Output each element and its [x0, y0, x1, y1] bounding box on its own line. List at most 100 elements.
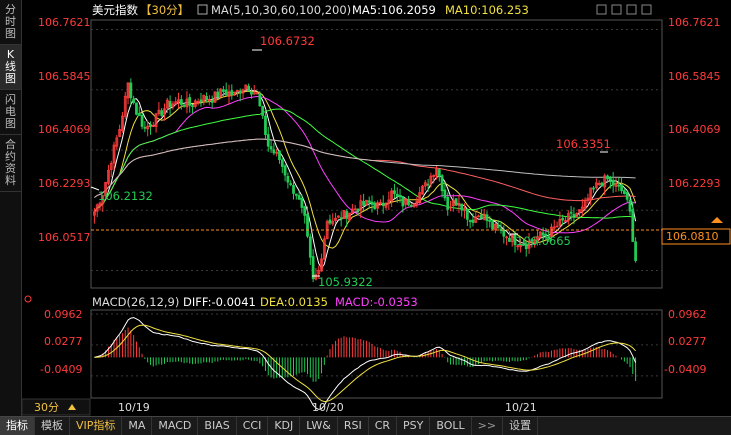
candle: [137, 113, 141, 116]
candle: [625, 191, 629, 200]
candle: [569, 211, 573, 214]
candle: [608, 177, 612, 181]
tab-6[interactable]: CCI: [237, 417, 269, 435]
price-tick: 106.5845: [668, 70, 721, 83]
tab-1[interactable]: 模板: [35, 417, 70, 435]
right-low-annotation: 106.0665: [516, 234, 571, 248]
candle: [533, 239, 537, 244]
period-button-label[interactable]: 30分: [34, 401, 59, 414]
candle: [550, 226, 553, 237]
tab-9[interactable]: RSI: [338, 417, 369, 435]
tab-0[interactable]: 指标: [0, 417, 35, 435]
candle: [485, 214, 489, 222]
tab-8[interactable]: LW&: [300, 417, 338, 435]
candle: [578, 209, 581, 213]
tab-3[interactable]: MA: [122, 417, 153, 435]
macd-frame: [90, 309, 663, 399]
candle: [308, 236, 312, 258]
candle: [165, 99, 169, 109]
tab-2[interactable]: VIP指标: [70, 417, 123, 435]
candle: [129, 82, 133, 99]
tab-5[interactable]: BIAS: [198, 417, 237, 435]
candle: [538, 231, 542, 238]
candle: [530, 239, 534, 242]
window-icon-2[interactable]: [611, 4, 622, 15]
tab-14[interactable]: 设置: [503, 417, 539, 435]
candle: [210, 100, 214, 103]
candle: [589, 187, 593, 200]
candle: [544, 233, 548, 236]
tab-12[interactable]: BOLL: [430, 417, 472, 435]
macd-settings-icon[interactable]: [24, 295, 32, 303]
candle: [505, 236, 508, 239]
candle: [191, 105, 194, 107]
tab-13[interactable]: >>: [472, 417, 504, 435]
candle: [126, 82, 130, 99]
candle: [367, 200, 371, 203]
candle: [241, 89, 245, 94]
candle: [244, 84, 248, 90]
candle: [496, 224, 500, 229]
current-price-box: [661, 228, 731, 245]
ma-line: [94, 95, 636, 234]
candle: [508, 237, 511, 242]
candle: [146, 125, 150, 130]
candle: [163, 108, 166, 115]
tab-10[interactable]: CR: [369, 417, 398, 435]
candle: [303, 206, 307, 216]
macd-grid: [91, 313, 662, 377]
candle: [468, 220, 472, 222]
period-caret-icon[interactable]: [68, 404, 76, 410]
candle: [606, 175, 609, 180]
candle: [258, 93, 262, 107]
candle: [600, 182, 604, 187]
candle: [286, 176, 290, 183]
price-axis-right: 106.7621 106.5845 106.4069 106.2293: [668, 16, 721, 190]
candle: [334, 217, 337, 221]
candle: [182, 104, 186, 107]
macd-histogram: [96, 327, 637, 382]
kline-chart[interactable]: 美元指数 【30分】 MA(5,10,30,60,100,200) MA5:10…: [0, 0, 731, 416]
candle: [157, 109, 161, 115]
candles: [93, 78, 637, 283]
sidebar-tab-flash[interactable]: 闪电图: [0, 90, 21, 135]
candle: [381, 202, 385, 206]
candle: [429, 175, 433, 184]
tab-7[interactable]: KDJ: [268, 417, 301, 435]
tab-11[interactable]: PSY: [397, 417, 431, 435]
candle: [297, 195, 301, 200]
candle: [348, 212, 351, 221]
window-icon-4[interactable]: [641, 4, 652, 15]
candle: [171, 103, 175, 108]
candle: [365, 199, 368, 206]
sidebar-tab-contract-info[interactable]: 合约资料: [0, 135, 21, 192]
sidebar-tab-timeshare[interactable]: 分时图: [0, 0, 21, 45]
candle: [446, 196, 450, 210]
candle: [224, 89, 228, 96]
candle: [179, 99, 183, 105]
main-frame: [90, 19, 663, 289]
candle: [373, 202, 377, 210]
candle: [252, 92, 256, 95]
candle: [583, 199, 587, 209]
candle: [454, 198, 458, 206]
candle: [449, 206, 452, 209]
candle: [264, 115, 267, 135]
ma-settings-icon[interactable]: [197, 4, 208, 15]
tab-4[interactable]: MACD: [152, 417, 199, 435]
candle: [185, 98, 189, 108]
window-icon-1[interactable]: [596, 4, 607, 15]
candle: [255, 92, 259, 95]
period-button[interactable]: [21, 398, 91, 416]
window-icon-3[interactable]: [626, 4, 637, 15]
candle: [149, 124, 152, 128]
price-tick: 106.7621: [38, 16, 91, 29]
candle: [494, 223, 497, 231]
candle: [463, 208, 466, 212]
candle: [586, 197, 590, 201]
candle: [479, 214, 483, 219]
candle: [519, 244, 523, 247]
candle: [362, 201, 365, 206]
low-annotation: 105.9322: [318, 275, 373, 289]
